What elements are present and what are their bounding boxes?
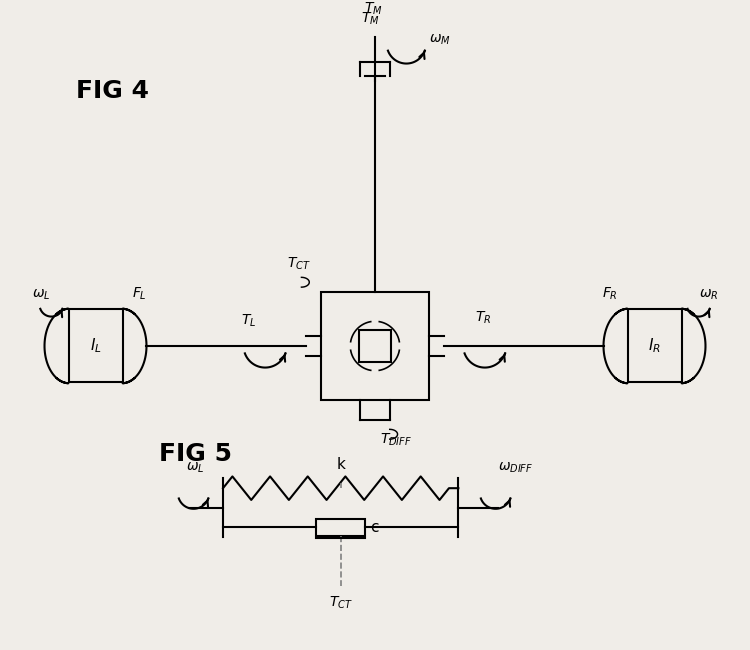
Bar — [358, 330, 392, 363]
Text: $\omega_L$: $\omega_L$ — [32, 288, 51, 302]
Text: $\omega_L$: $\omega_L$ — [186, 461, 205, 475]
Text: $F_L$: $F_L$ — [132, 286, 147, 302]
Bar — [321, 292, 429, 400]
Text: k: k — [336, 456, 345, 471]
Text: $I_L$: $I_L$ — [89, 337, 101, 356]
Text: $\omega_R$: $\omega_R$ — [699, 288, 718, 302]
Text: $\omega_{DIFF}$: $\omega_{DIFF}$ — [497, 461, 532, 475]
Text: $\omega_M$: $\omega_M$ — [429, 32, 451, 47]
Text: $T_R$: $T_R$ — [475, 309, 491, 326]
Bar — [316, 519, 365, 536]
Text: $T_{DIFF}$: $T_{DIFF}$ — [380, 432, 412, 448]
Bar — [69, 309, 123, 382]
Text: $T_{CT}$: $T_{CT}$ — [286, 255, 310, 272]
Text: FIG 5: FIG 5 — [159, 442, 232, 466]
Text: FIG 4: FIG 4 — [76, 79, 149, 103]
Text: $T_M$: $T_M$ — [361, 11, 380, 27]
Text: c: c — [370, 520, 379, 535]
Bar — [628, 309, 682, 382]
Text: $F_R$: $F_R$ — [602, 286, 618, 302]
Text: $T_L$: $T_L$ — [241, 313, 256, 329]
Text: $I_R$: $I_R$ — [648, 337, 661, 356]
Text: $T_M$: $T_M$ — [364, 1, 382, 18]
Text: $T_{CT}$: $T_{CT}$ — [328, 594, 352, 610]
